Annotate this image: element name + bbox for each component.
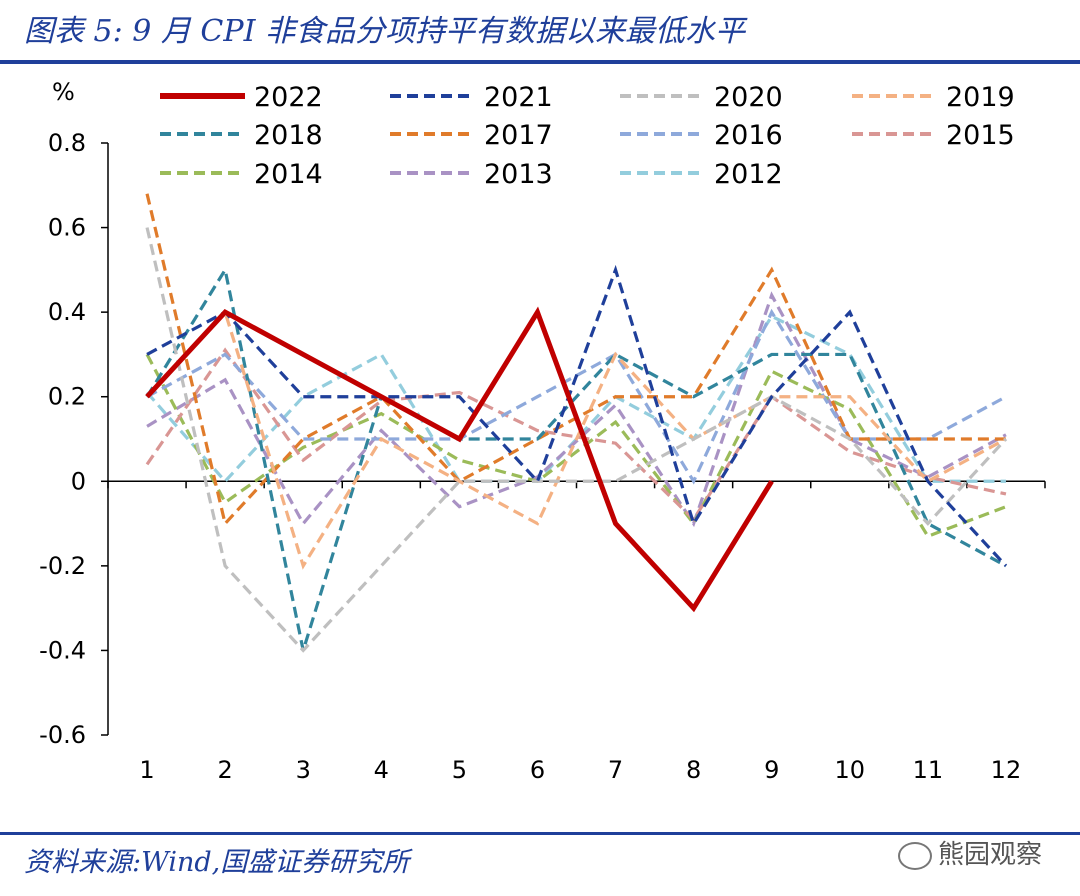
legend-item-2018: 2018 xyxy=(160,120,323,151)
series-line-2021 xyxy=(146,264,1008,567)
y-axis: 0.8 0.6 0.4 0.2 0 -0.2 -0.4 -0.6 xyxy=(39,129,109,749)
legend-label: 2014 xyxy=(254,159,323,190)
series-line-2012 xyxy=(145,314,1006,484)
legend-label: 2015 xyxy=(946,120,1015,151)
footer-divider xyxy=(0,832,1080,835)
plot-series xyxy=(145,193,1008,653)
y-tick-label: 0 xyxy=(71,467,86,495)
page-title: 图表 5: 9 月 CPI 非食品分项持平有数据以来最低水平 xyxy=(24,14,745,49)
y-tick-label: 0.4 xyxy=(48,298,86,326)
x-tick-label: 3 xyxy=(296,756,311,784)
y-axis-label: % xyxy=(52,78,75,106)
legend-item-2021: 2021 xyxy=(390,82,553,113)
legend-item-2013: 2013 xyxy=(390,159,553,190)
series-line-2015 xyxy=(145,347,1007,522)
legend-label: 2022 xyxy=(254,82,323,113)
legend-item-2020: 2020 xyxy=(620,82,783,113)
y-tick-label: 0.8 xyxy=(48,129,86,157)
x-tick-label: 7 xyxy=(608,756,623,784)
x-tick-label: 5 xyxy=(452,756,467,784)
legend-label: 2021 xyxy=(484,82,553,113)
x-axis: 1 2 3 4 5 6 7 8 9 10 11 12 xyxy=(107,480,1046,784)
legend-item-2016: 2016 xyxy=(620,120,783,151)
x-tick-label: 6 xyxy=(530,756,545,784)
legend-item-2022: 2022 xyxy=(160,82,323,113)
series-line-2018 xyxy=(145,265,1007,651)
y-tick-label: 0.2 xyxy=(48,383,86,411)
legend-item-2012: 2012 xyxy=(620,159,783,190)
watermark-text: 熊园观察 xyxy=(938,840,1043,870)
x-tick-label: 12 xyxy=(991,756,1022,784)
legend-label: 2019 xyxy=(946,82,1015,113)
watermark: 熊园观察 xyxy=(898,834,1042,871)
legend-item-2019: 2019 xyxy=(852,82,1015,113)
series-line-2014 xyxy=(145,353,1007,539)
y-tick-label: 0.6 xyxy=(48,214,86,242)
title-divider xyxy=(0,60,1080,64)
x-tick-label: 1 xyxy=(139,756,154,784)
x-tick-label: 9 xyxy=(764,756,779,784)
legend-label: 2020 xyxy=(714,82,783,113)
wechat-icon xyxy=(898,841,932,870)
legend-item-2017: 2017 xyxy=(390,120,553,151)
legend: 2022 2021 2020 2019 2018 2017 2016 2015 2014 2013… xyxy=(160,82,1015,190)
legend-label: 2012 xyxy=(714,159,783,190)
x-tick-label: 11 xyxy=(913,756,944,784)
y-tick-label: -0.4 xyxy=(39,636,86,664)
series-line-2019 xyxy=(145,309,1007,570)
y-tick-label: -0.2 xyxy=(39,552,86,580)
legend-label: 2018 xyxy=(254,120,323,151)
source-note: 资料来源:Wind,国盛证券研究所 xyxy=(24,847,410,878)
x-tick-label: 2 xyxy=(217,756,232,784)
legend-label: 2013 xyxy=(484,159,553,190)
series-line-2022 xyxy=(145,306,774,613)
x-tick-label: 10 xyxy=(835,756,866,784)
legend-label: 2017 xyxy=(484,120,553,151)
x-tick-label: 8 xyxy=(686,756,701,784)
y-tick-label: -0.6 xyxy=(39,721,86,749)
x-tick-label: 4 xyxy=(374,756,389,784)
legend-item-2015: 2015 xyxy=(852,120,1015,151)
legend-item-2014: 2014 xyxy=(160,159,323,190)
legend-label: 2016 xyxy=(714,120,783,151)
series-line-2013 xyxy=(146,291,1007,528)
series-line-2020 xyxy=(145,227,1008,653)
